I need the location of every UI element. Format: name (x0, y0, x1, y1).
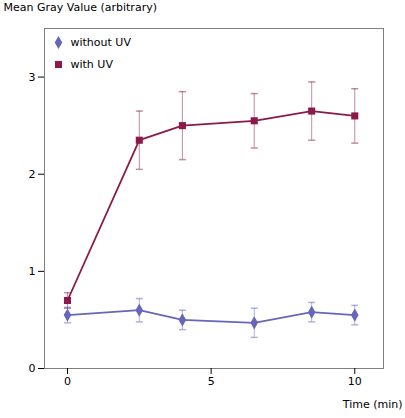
svg-text:0: 0 (29, 362, 36, 375)
svg-text:Mean Gray Value (arbitrary): Mean Gray Value (arbitrary) (4, 1, 157, 14)
svg-text:1: 1 (29, 265, 36, 278)
svg-text:10: 10 (348, 375, 362, 388)
svg-text:Time (min): Time (min) (342, 398, 403, 411)
svg-text:5: 5 (208, 375, 215, 388)
svg-text:0: 0 (64, 375, 71, 388)
svg-text:2: 2 (29, 168, 36, 181)
svg-text:without UV: without UV (71, 36, 132, 49)
svg-text:with UV: with UV (71, 58, 114, 71)
svg-text:3: 3 (29, 71, 36, 84)
